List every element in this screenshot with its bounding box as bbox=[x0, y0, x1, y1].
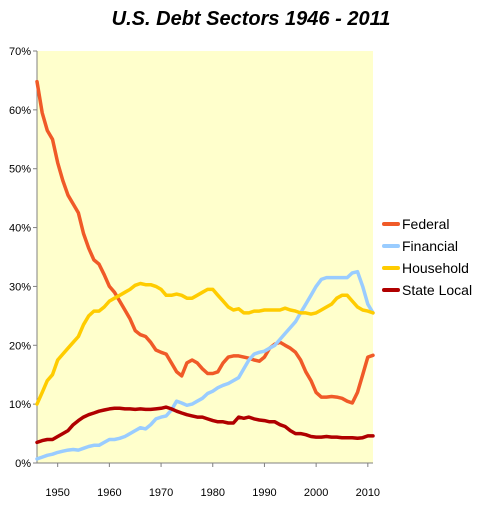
x-tick-label: 1960 bbox=[97, 487, 121, 499]
y-ticks: 0% 10% 20% 30% 40% 50% 60% 70% bbox=[9, 46, 37, 470]
y-tick-label: 70% bbox=[9, 46, 31, 58]
plot-area bbox=[37, 51, 373, 463]
y-tick-label: 30% bbox=[9, 281, 31, 293]
legend-label-state-local: State Local bbox=[402, 282, 472, 298]
legend: Federal Financial Household State Local bbox=[382, 216, 472, 298]
legend-label-household: Household bbox=[402, 260, 469, 276]
y-tick-label: 40% bbox=[9, 223, 31, 235]
y-tick-label: 60% bbox=[9, 105, 31, 117]
y-tick-label: 20% bbox=[9, 340, 31, 352]
series-line-household bbox=[35, 281, 375, 406]
series-line-financial bbox=[35, 269, 375, 461]
y-tick-label: 0% bbox=[15, 458, 31, 470]
legend-label-financial: Financial bbox=[402, 238, 458, 254]
x-tick-label: 1970 bbox=[149, 487, 173, 499]
x-tick-label: 2000 bbox=[304, 487, 328, 499]
legend-label-federal: Federal bbox=[402, 216, 449, 232]
series-line-federal bbox=[35, 79, 375, 405]
chart-title: U.S. Debt Sectors 1946 - 2011 bbox=[111, 8, 391, 30]
x-tick-label: 1990 bbox=[252, 487, 276, 499]
series-layer bbox=[35, 79, 375, 461]
y-tick-label: 50% bbox=[9, 164, 31, 176]
x-tick-label: 1980 bbox=[201, 487, 225, 499]
series-line-state-local bbox=[35, 405, 375, 445]
y-tick-label: 10% bbox=[9, 399, 31, 411]
x-ticks: 1950 1960 1970 1980 1990 2000 2010 bbox=[45, 463, 380, 499]
x-tick-label: 2010 bbox=[356, 487, 380, 499]
x-tick-label: 1950 bbox=[45, 487, 69, 499]
